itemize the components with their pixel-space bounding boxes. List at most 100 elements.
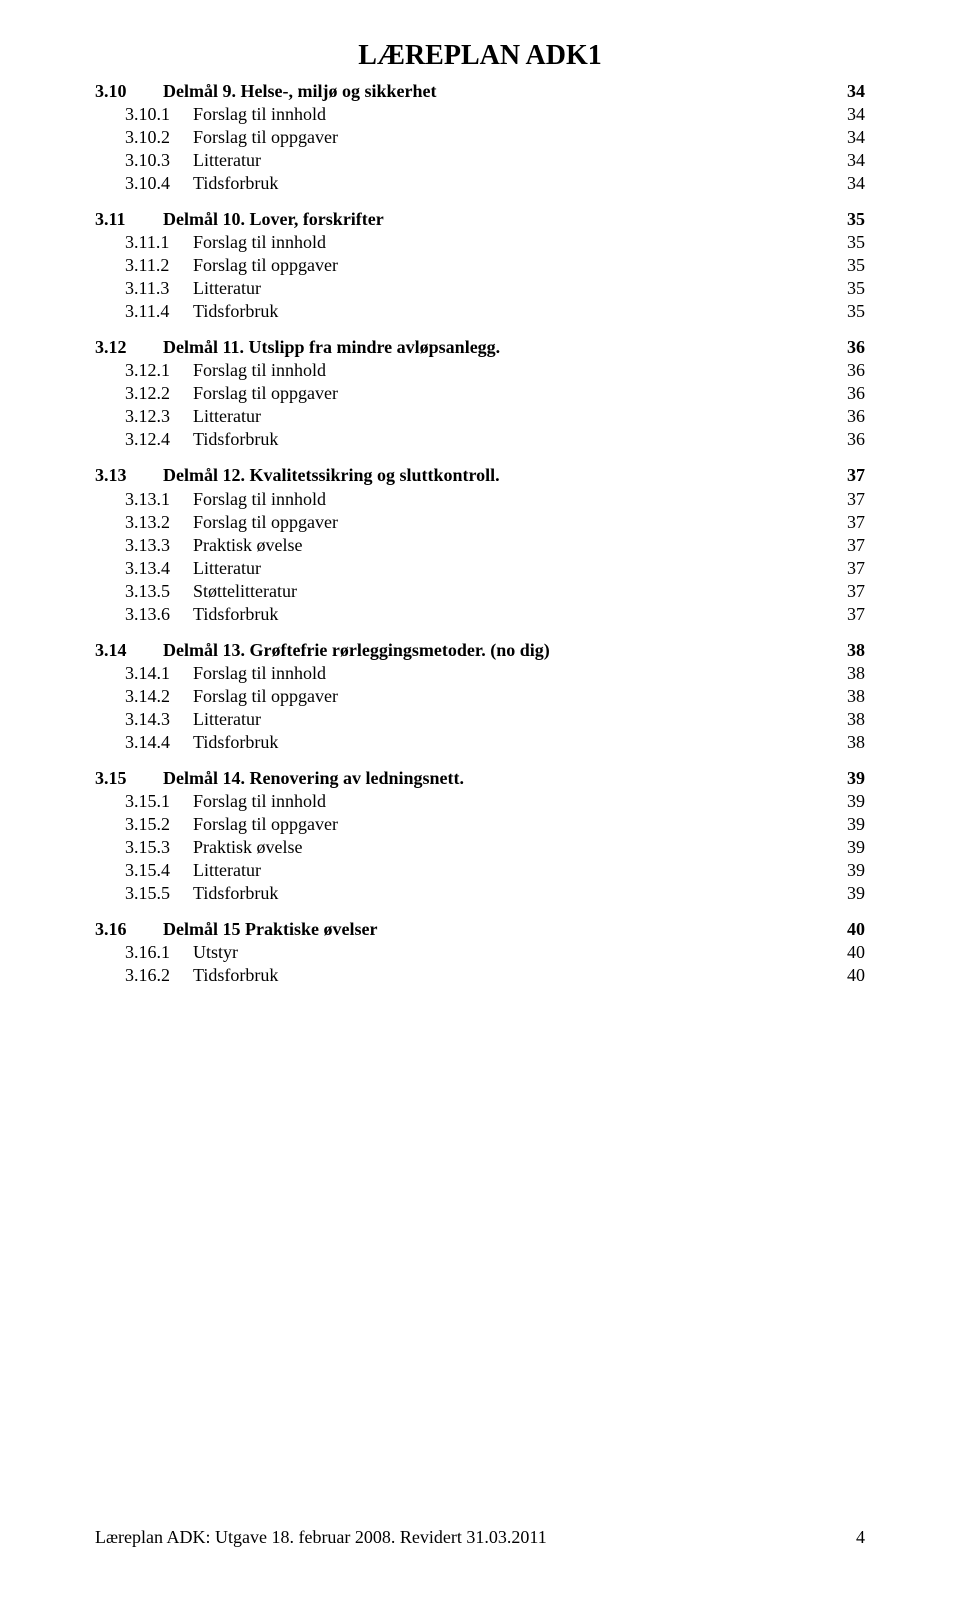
toc-item-label: Tidsforbruk: [193, 300, 835, 323]
toc-item-page: 36: [835, 382, 865, 405]
toc-item-page: 34: [835, 149, 865, 172]
toc-item-number: 3.14.1: [95, 662, 193, 685]
toc-section-page: 39: [835, 767, 865, 790]
toc-item: 3.15.1Forslag til innhold39: [95, 790, 865, 813]
toc-section: 3.14Delmål 13. Grøftefrie rørleggingsmet…: [95, 639, 865, 754]
toc-item-label: Tidsforbruk: [193, 172, 835, 195]
toc-item: 3.16.2Tidsforbruk40: [95, 964, 865, 987]
toc-item-label: Forslag til oppgaver: [193, 813, 835, 836]
toc-item-page: 36: [835, 359, 865, 382]
toc-item-label: Litteratur: [193, 277, 835, 300]
toc-item-number: 3.10.1: [95, 103, 193, 126]
toc-item-page: 37: [835, 534, 865, 557]
toc-item-label: Praktisk øvelse: [193, 836, 835, 859]
toc-item-number: 3.13.3: [95, 534, 193, 557]
toc-item-number: 3.13.6: [95, 603, 193, 626]
toc-item-label: Forslag til innhold: [193, 790, 835, 813]
toc-item-page: 37: [835, 557, 865, 580]
toc-section-head: 3.16Delmål 15 Praktiske øvelser40: [95, 918, 865, 941]
toc-item: 3.15.5Tidsforbruk39: [95, 882, 865, 905]
toc-item: 3.10.4Tidsforbruk34: [95, 172, 865, 195]
toc-item: 3.10.3Litteratur34: [95, 149, 865, 172]
toc-item-number: 3.11.2: [95, 254, 193, 277]
toc-item-number: 3.12.3: [95, 405, 193, 428]
toc-item: 3.10.2Forslag til oppgaver34: [95, 126, 865, 149]
toc-item-page: 37: [835, 580, 865, 603]
toc-item-page: 38: [835, 708, 865, 731]
toc-section-head: 3.11Delmål 10. Lover, forskrifter35: [95, 208, 865, 231]
toc-item-number: 3.13.1: [95, 488, 193, 511]
toc-item: 3.10.1Forslag til innhold34: [95, 103, 865, 126]
toc-item-label: Støttelitteratur: [193, 580, 835, 603]
toc-item-page: 38: [835, 662, 865, 685]
toc-item: 3.12.1Forslag til innhold36: [95, 359, 865, 382]
toc-section-number: 3.13: [95, 464, 163, 487]
toc-item-number: 3.13.4: [95, 557, 193, 580]
toc-item: 3.12.2Forslag til oppgaver36: [95, 382, 865, 405]
toc-item-page: 34: [835, 103, 865, 126]
toc-item-label: Litteratur: [193, 557, 835, 580]
toc-item-label: Forslag til oppgaver: [193, 511, 835, 534]
toc-item-page: 40: [835, 964, 865, 987]
toc-section-title: Delmål 11. Utslipp fra mindre avløpsanle…: [163, 336, 835, 359]
toc-item-label: Forslag til innhold: [193, 359, 835, 382]
toc-section: 3.10Delmål 9. Helse-, miljø og sikkerhet…: [95, 80, 865, 195]
toc-item: 3.13.1Forslag til innhold37: [95, 488, 865, 511]
toc-item-number: 3.16.2: [95, 964, 193, 987]
toc-item-page: 37: [835, 511, 865, 534]
toc-item: 3.13.5Støttelitteratur37: [95, 580, 865, 603]
toc-section-title: Delmål 12. Kvalitetssikring og sluttkont…: [163, 464, 835, 487]
toc-section-page: 40: [835, 918, 865, 941]
toc-item: 3.11.1Forslag til innhold35: [95, 231, 865, 254]
toc-item-number: 3.14.3: [95, 708, 193, 731]
toc-item: 3.11.3Litteratur35: [95, 277, 865, 300]
toc-item-number: 3.13.2: [95, 511, 193, 534]
toc-item-label: Tidsforbruk: [193, 882, 835, 905]
toc-section-number: 3.12: [95, 336, 163, 359]
toc-section-page: 36: [835, 336, 865, 359]
toc-item-page: 36: [835, 428, 865, 451]
toc-item-page: 39: [835, 790, 865, 813]
toc-section-title: Delmål 15 Praktiske øvelser: [163, 918, 835, 941]
toc-item: 3.13.6Tidsforbruk37: [95, 603, 865, 626]
toc-section-number: 3.14: [95, 639, 163, 662]
toc-item: 3.11.2Forslag til oppgaver35: [95, 254, 865, 277]
toc-item-label: Forslag til innhold: [193, 231, 835, 254]
toc-item-label: Litteratur: [193, 708, 835, 731]
toc-item-label: Litteratur: [193, 405, 835, 428]
toc-item: 3.15.2Forslag til oppgaver39: [95, 813, 865, 836]
toc-item-number: 3.16.1: [95, 941, 193, 964]
toc-section-title: Delmål 13. Grøftefrie rørleggingsmetoder…: [163, 639, 835, 662]
toc-item-number: 3.12.2: [95, 382, 193, 405]
toc-item-label: Forslag til oppgaver: [193, 126, 835, 149]
footer-page-number: 4: [856, 1527, 865, 1548]
toc-item-label: Forslag til innhold: [193, 103, 835, 126]
toc-item-page: 39: [835, 859, 865, 882]
toc-item-label: Forslag til innhold: [193, 488, 835, 511]
toc-section: 3.16Delmål 15 Praktiske øvelser403.16.1U…: [95, 918, 865, 987]
toc-item-page: 35: [835, 231, 865, 254]
toc-item-label: Tidsforbruk: [193, 731, 835, 754]
page-footer: Læreplan ADK: Utgave 18. februar 2008. R…: [95, 1527, 865, 1548]
toc-section-head: 3.12Delmål 11. Utslipp fra mindre avløps…: [95, 336, 865, 359]
toc-item-page: 38: [835, 685, 865, 708]
toc-section-head: 3.14Delmål 13. Grøftefrie rørleggingsmet…: [95, 639, 865, 662]
toc-item-number: 3.15.3: [95, 836, 193, 859]
toc-section-page: 37: [835, 464, 865, 487]
toc-item: 3.13.4Litteratur37: [95, 557, 865, 580]
toc-item-number: 3.10.2: [95, 126, 193, 149]
toc-item-label: Forslag til oppgaver: [193, 382, 835, 405]
toc-item-label: Litteratur: [193, 149, 835, 172]
toc-section-title: Delmål 14. Renovering av ledningsnett.: [163, 767, 835, 790]
toc-section-page: 35: [835, 208, 865, 231]
toc-item-page: 39: [835, 882, 865, 905]
toc-item-label: Litteratur: [193, 859, 835, 882]
toc-item: 3.13.2Forslag til oppgaver37: [95, 511, 865, 534]
toc-item-page: 39: [835, 836, 865, 859]
toc-item-number: 3.13.5: [95, 580, 193, 603]
toc-item-page: 34: [835, 172, 865, 195]
toc-item-number: 3.10.4: [95, 172, 193, 195]
toc-item-number: 3.10.3: [95, 149, 193, 172]
toc-item-label: Tidsforbruk: [193, 964, 835, 987]
toc-section-page: 34: [835, 80, 865, 103]
